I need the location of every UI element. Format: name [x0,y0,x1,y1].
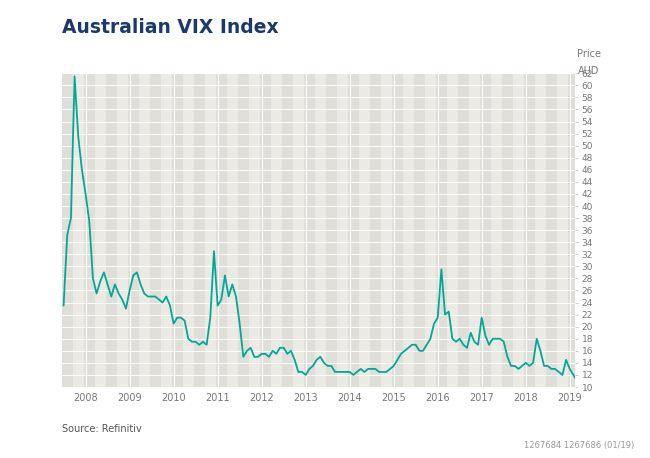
Bar [546,73,557,387]
Bar [447,73,458,387]
Bar [139,73,150,387]
Text: Source: Refinitiv: Source: Refinitiv [62,424,142,434]
Bar [458,73,469,387]
Bar [150,73,161,387]
Bar [194,73,205,387]
Bar [205,73,216,387]
Bar [84,73,95,387]
Bar [502,73,513,387]
Bar [172,73,183,387]
Bar [238,73,249,387]
Bar [370,73,381,387]
Bar [491,73,502,387]
Bar [513,73,524,387]
Text: Australian VIX Index: Australian VIX Index [62,18,278,37]
Bar [535,73,546,387]
Bar [557,73,568,387]
Bar [106,73,117,387]
Bar [117,73,128,387]
Text: 1267684 1267686 (01/19): 1267684 1267686 (01/19) [523,441,634,450]
Bar [260,73,271,387]
Bar [381,73,392,387]
Bar [161,73,172,387]
Bar [348,73,359,387]
Bar [469,73,480,387]
Bar [524,73,535,387]
Bar [414,73,425,387]
Bar [128,73,139,387]
Bar [95,73,106,387]
Bar [73,73,84,387]
Bar [227,73,238,387]
Bar [216,73,227,387]
Bar [480,73,491,387]
Bar [271,73,282,387]
Bar [337,73,348,387]
Bar [304,73,315,387]
Bar [359,73,370,387]
Bar [436,73,447,387]
Bar [292,73,304,387]
Bar [392,73,403,387]
Bar [62,73,73,387]
Bar [568,73,575,387]
Bar [326,73,337,387]
Text: AUD: AUD [578,66,599,76]
Bar [315,73,326,387]
Text: Price: Price [577,49,601,59]
Bar [249,73,260,387]
Bar [403,73,414,387]
Bar [425,73,436,387]
Bar [183,73,194,387]
Bar [282,73,293,387]
